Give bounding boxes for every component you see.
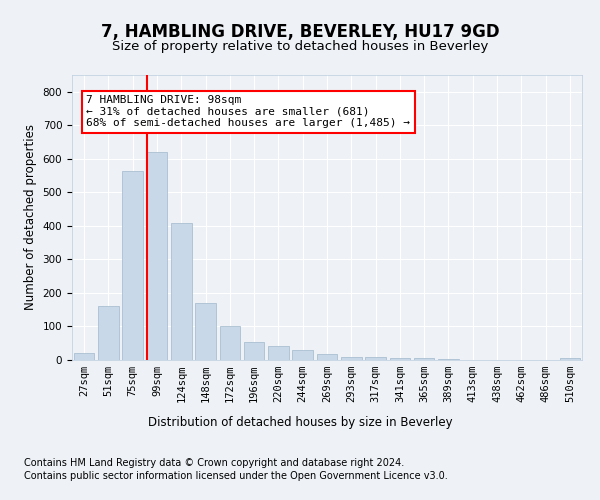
Bar bbox=[146, 152, 167, 360]
Bar bbox=[122, 171, 143, 360]
Bar bbox=[414, 358, 434, 360]
Text: Contains public sector information licensed under the Open Government Licence v3: Contains public sector information licen… bbox=[24, 471, 448, 481]
Bar bbox=[220, 326, 240, 360]
Bar bbox=[365, 357, 386, 360]
Bar bbox=[98, 306, 119, 360]
Bar bbox=[195, 303, 216, 360]
Bar bbox=[560, 358, 580, 360]
Text: Size of property relative to detached houses in Beverley: Size of property relative to detached ho… bbox=[112, 40, 488, 53]
Bar bbox=[317, 354, 337, 360]
Text: Contains HM Land Registry data © Crown copyright and database right 2024.: Contains HM Land Registry data © Crown c… bbox=[24, 458, 404, 468]
Bar bbox=[341, 356, 362, 360]
Bar bbox=[389, 358, 410, 360]
Bar bbox=[292, 350, 313, 360]
Bar bbox=[171, 222, 191, 360]
Text: 7, HAMBLING DRIVE, BEVERLEY, HU17 9GD: 7, HAMBLING DRIVE, BEVERLEY, HU17 9GD bbox=[101, 22, 499, 40]
Bar bbox=[74, 354, 94, 360]
Text: Distribution of detached houses by size in Beverley: Distribution of detached houses by size … bbox=[148, 416, 452, 429]
Y-axis label: Number of detached properties: Number of detached properties bbox=[24, 124, 37, 310]
Text: 7 HAMBLING DRIVE: 98sqm
← 31% of detached houses are smaller (681)
68% of semi-d: 7 HAMBLING DRIVE: 98sqm ← 31% of detache… bbox=[86, 95, 410, 128]
Bar bbox=[244, 342, 265, 360]
Bar bbox=[268, 346, 289, 360]
